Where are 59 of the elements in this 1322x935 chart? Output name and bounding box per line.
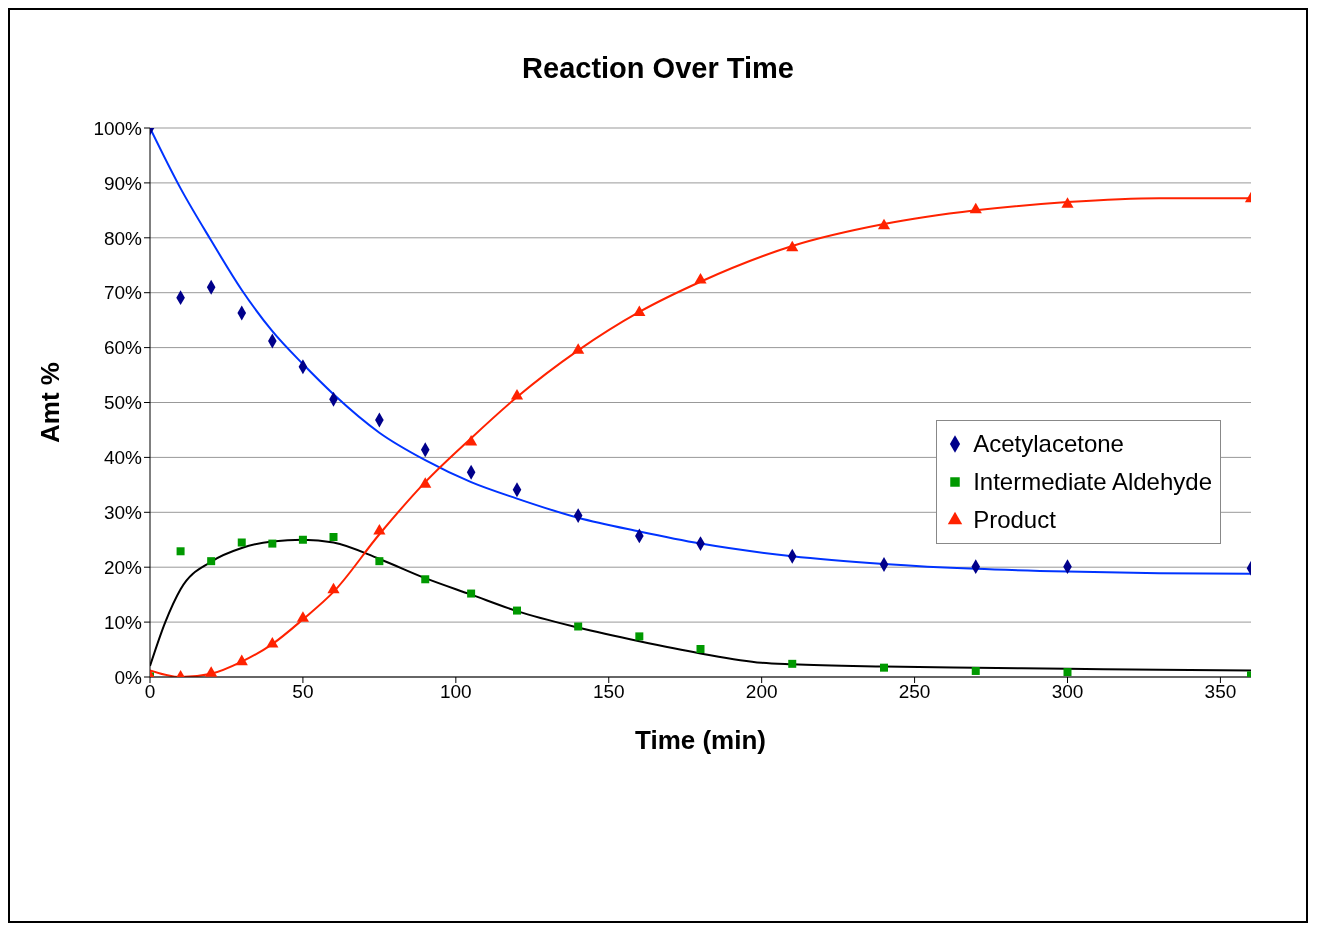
y-tick-label: 20% — [103, 556, 143, 578]
point — [205, 666, 218, 677]
point — [235, 654, 248, 666]
point — [971, 666, 980, 675]
point — [237, 538, 246, 547]
point — [465, 435, 478, 446]
y-tick-label: 50% — [103, 392, 143, 414]
point — [694, 273, 707, 284]
point — [880, 663, 888, 672]
point — [1061, 197, 1074, 208]
legend-label: Acetylacetone — [973, 429, 1124, 459]
point — [268, 539, 277, 548]
x-tick-label: 50 — [292, 681, 314, 703]
point — [788, 659, 797, 668]
y-tick-label: 0% — [114, 666, 143, 688]
point — [373, 523, 386, 535]
point — [633, 305, 646, 316]
y-tick-label: 100% — [93, 117, 143, 139]
legend-label: Intermediate Aldehyde — [973, 467, 1212, 497]
y-tick-label: 80% — [103, 227, 143, 249]
chart-title: Reaction Over Time — [521, 52, 795, 85]
y-tick-label: 10% — [103, 611, 143, 633]
point — [266, 637, 279, 648]
point — [296, 611, 309, 622]
point — [696, 645, 705, 653]
point — [786, 240, 799, 252]
y-tick-label: 40% — [103, 447, 143, 469]
point — [176, 547, 185, 556]
y-tick-label: 90% — [103, 172, 143, 194]
point — [421, 575, 430, 584]
y-tick-label: 70% — [103, 282, 143, 304]
point — [969, 202, 982, 214]
point — [467, 589, 476, 598]
point — [298, 535, 307, 544]
point — [635, 632, 644, 641]
point — [877, 218, 891, 230]
y-axis-title: Amt % — [35, 362, 66, 443]
point — [510, 388, 524, 400]
point — [513, 606, 521, 615]
point — [329, 533, 338, 542]
x-tick-label: 250 — [898, 681, 931, 703]
x-tick-label: 100 — [439, 681, 472, 703]
y-tick-label: 60% — [103, 337, 143, 359]
point — [375, 557, 384, 566]
point — [572, 343, 585, 354]
x-tick-label: 0 — [144, 681, 156, 703]
point — [1063, 668, 1072, 677]
point — [327, 582, 340, 594]
x-tick-label: 150 — [592, 681, 625, 703]
x-tick-label: 300 — [1051, 681, 1084, 703]
x-tick-label: 350 — [1204, 681, 1237, 703]
point — [419, 477, 432, 488]
legend-label: Product — [973, 505, 1056, 535]
point — [207, 557, 216, 566]
x-axis-title: Time (min) — [635, 725, 766, 755]
line-series — [150, 128, 1251, 575]
x-tick-label: 200 — [745, 681, 778, 703]
y-tick-label: 30% — [103, 502, 143, 524]
point — [574, 622, 583, 631]
